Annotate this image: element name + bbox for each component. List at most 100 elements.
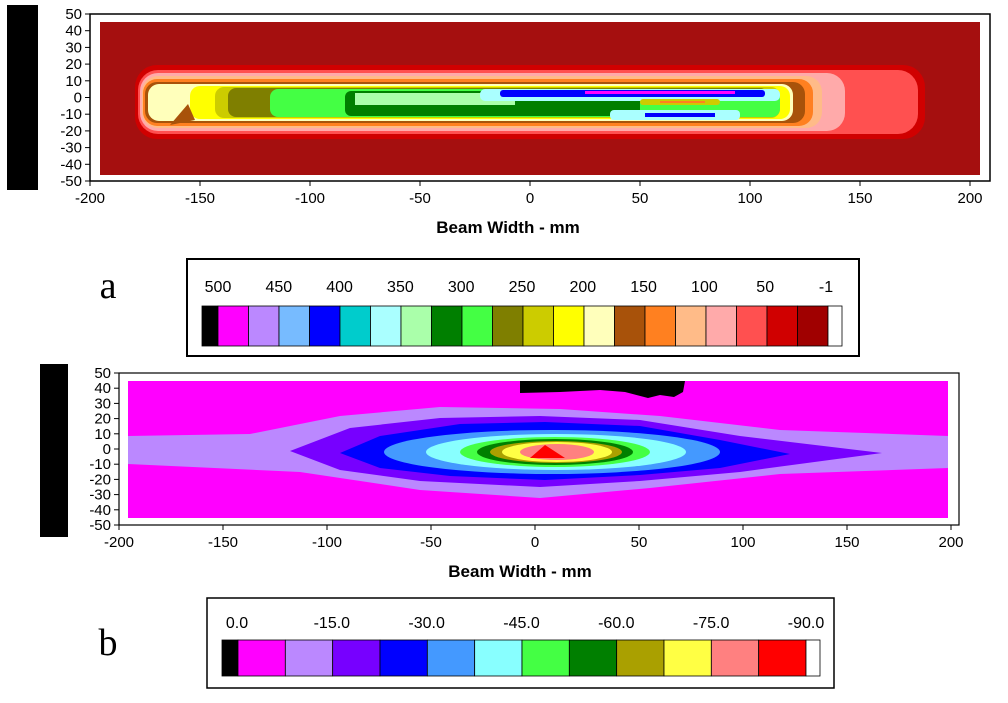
chart-b-xtick-label: 0 xyxy=(531,534,539,551)
chart-b-xtick-label: -50 xyxy=(420,534,442,551)
chart-a-ytick-label: -50 xyxy=(60,173,82,190)
chart-b-ytick-label: -30 xyxy=(89,487,111,504)
chart-a-xtick-label: -150 xyxy=(185,190,215,207)
chart-b-colorbar-swatch xyxy=(758,639,807,677)
chart-a-ytick-label: 10 xyxy=(65,73,82,90)
chart-a-xlabel: Beam Width - mm xyxy=(436,218,579,237)
chart-b-ytick-label: -50 xyxy=(89,517,111,534)
chart-a-colorbar-swatch xyxy=(309,305,341,347)
chart-a-colorbar-swatch xyxy=(614,305,646,347)
chart-a-xtick-label: -50 xyxy=(409,190,431,207)
chart-b-colorbar-swatch xyxy=(521,639,570,677)
chart-b-ytick-label: 40 xyxy=(94,380,111,397)
chart-a-colorbar-swatch xyxy=(675,305,707,347)
chart-a-colorbar-swatch xyxy=(339,305,371,347)
chart-a-ytick-label: -20 xyxy=(60,123,82,140)
chart-a-colorbar-label: 350 xyxy=(387,279,414,296)
chart-b-xtick-label: -100 xyxy=(312,534,342,551)
chart-a-ytick-label: 40 xyxy=(65,23,82,40)
chart-b-xtick-label: 150 xyxy=(834,534,859,551)
chart-a-xtick-label: 100 xyxy=(737,190,762,207)
chart-b-colorbar-swatch xyxy=(616,639,665,677)
chart-a-ylabel-block xyxy=(7,5,38,190)
chart-a-colorbar-swatch xyxy=(400,305,432,347)
chart-b-colorbar-swatch xyxy=(663,639,712,677)
chart-a-contour-field xyxy=(135,65,925,139)
chart-b-panel-letter: b xyxy=(99,622,118,664)
chart-b-colorbar-swatch xyxy=(710,639,760,677)
chart-b-colorbar-swatch xyxy=(568,639,618,677)
chart-a-xtick-label: -100 xyxy=(295,190,325,207)
chart-a-colorbar-swatch xyxy=(370,305,402,347)
chart-b-ytick-label: -10 xyxy=(89,456,111,473)
chart-a-axes: -200 -150 -100 -50 0 50 100 150 20050403020100-1… xyxy=(60,6,982,207)
chart-b-contour-field xyxy=(128,381,948,498)
chart-a-colorbar-swatch xyxy=(248,305,280,347)
chart-a-colorbar-labels: 500 450 400 350 300 250 200 150 100 50 -1 xyxy=(205,279,834,296)
chart-a-colorbar-label: 300 xyxy=(448,279,475,296)
chart-a-xtick-label: 150 xyxy=(847,190,872,207)
chart-b-ytick-label: 20 xyxy=(94,411,111,428)
chart-a-colorbar-swatch xyxy=(217,305,249,347)
chart-b-xtick-label: 200 xyxy=(938,534,963,551)
contour-band-red-peak xyxy=(530,445,565,458)
chart-b-ylabel-block xyxy=(40,364,68,537)
chart-a-colorbar-label: 150 xyxy=(630,279,657,296)
chart-a-ytick-label: 0 xyxy=(74,90,82,107)
chart-b-xtick-label: -150 xyxy=(208,534,238,551)
chart-a-colorbar-swatch xyxy=(797,305,829,347)
chart-b-colorbar-swatch xyxy=(237,639,286,677)
chart-b-colorbar-label: -30.0 xyxy=(408,615,445,632)
chart-a-colorbar-swatch xyxy=(431,305,463,347)
chart-b-ytick-label: 0 xyxy=(103,441,111,458)
chart-a-colorbar: 500 450 400 350 300 250 200 150 100 50 -1 xyxy=(186,258,860,357)
chart-a-colorbar-label: 400 xyxy=(326,279,353,296)
chart-b-colorbar-swatch xyxy=(379,639,428,677)
chart-a-colorbar-swatch xyxy=(644,305,676,347)
chart-b-colorbar-swatches xyxy=(221,639,821,677)
chart-b-xlabel: Beam Width - mm xyxy=(448,562,591,581)
chart-a-ytick-label: -40 xyxy=(60,156,82,173)
chart-b-xtick-label: -200 xyxy=(104,534,134,551)
chart-b-ytick-label: 10 xyxy=(94,426,111,443)
chart-b-colorbar-swatch xyxy=(426,639,476,677)
chart-a: -200 -150 -100 -50 0 50 100 150 20050403020100-1… xyxy=(7,5,991,357)
chart-a-xtick-label: 0 xyxy=(526,190,534,207)
chart-a-colorbar-swatch xyxy=(461,305,493,347)
chart-a-ytick-label: -10 xyxy=(60,106,82,123)
contour-band-blue-lower xyxy=(645,113,715,117)
chart-a-colorbar-label: 450 xyxy=(265,279,292,296)
chart-b-colorbar-label: -15.0 xyxy=(314,615,351,632)
contour-band-magenta xyxy=(585,91,735,94)
chart-a-panel-letter: a xyxy=(100,265,117,307)
chart-a-colorbar-swatches xyxy=(201,305,843,347)
chart-a-colorbar-label: 100 xyxy=(691,279,718,296)
chart-b-colorbar-label: -45.0 xyxy=(503,615,540,632)
chart-b-colorbar-label: -60.0 xyxy=(598,615,635,632)
chart-a-colorbar-swatch xyxy=(583,305,615,347)
chart-b-ytick-label: 50 xyxy=(94,365,111,382)
chart-a-ytick-label: -30 xyxy=(60,140,82,157)
chart-b-colorbar-swatch xyxy=(284,639,334,677)
chart-b-colorbar-swatch xyxy=(332,639,381,677)
chart-a-colorbar-label: 200 xyxy=(569,279,596,296)
chart-b-colorbar-swatch xyxy=(805,639,821,677)
chart-a-colorbar-swatch xyxy=(278,305,310,347)
chart-b-colorbar-swatch xyxy=(221,639,239,677)
chart-b-ytick-label: 30 xyxy=(94,395,111,412)
chart-a-ytick-label: 50 xyxy=(65,6,82,23)
chart-b-colorbar-labels: 0.0 -15.0 -30.0 -45.0 -60.0 -75.0 -90.0 xyxy=(226,615,824,632)
chart-a-xtick-label: -200 xyxy=(75,190,105,207)
chart-a-xtick-label: 200 xyxy=(957,190,982,207)
chart-b-colorbar: 0.0 -15.0 -30.0 -45.0 -60.0 -75.0 -90.0 xyxy=(206,597,835,689)
chart-a-colorbar-swatch xyxy=(827,305,843,347)
chart-a-ytick-label: 20 xyxy=(65,56,82,73)
chart-b: -200 -150 -100 -50 0 50 100 150 20050403020100-1… xyxy=(40,364,964,689)
chart-b-ytick-label: -20 xyxy=(89,471,111,488)
chart-a-colorbar-label: 500 xyxy=(205,279,232,296)
contour-band-orange-center xyxy=(660,101,705,103)
chart-a-colorbar-swatch xyxy=(736,305,768,347)
chart-b-xtick-label: 100 xyxy=(730,534,755,551)
chart-b-colorbar-label: 0.0 xyxy=(226,615,248,632)
